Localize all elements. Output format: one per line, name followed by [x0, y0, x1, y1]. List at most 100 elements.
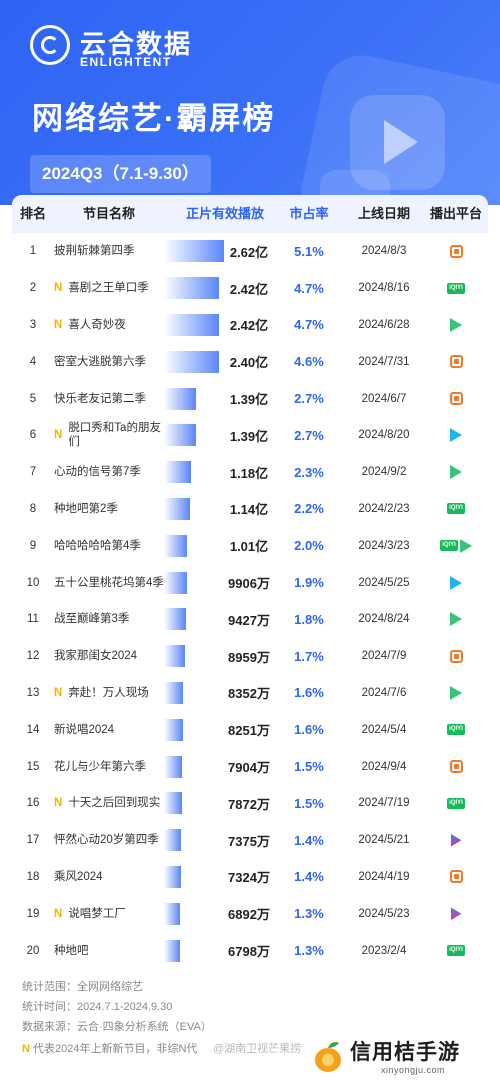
- table-row: 3 N 喜人奇妙夜 2.42亿 4.7% 2024/6/28: [12, 307, 488, 344]
- program-name: 心动的信号第7季: [54, 466, 141, 479]
- tencent-video-icon: [450, 575, 462, 590]
- table-row: 7 心动的信号第7季 1.18亿 2.3% 2024/9/2: [12, 454, 488, 491]
- views-value: 2.40亿: [229, 355, 269, 371]
- platform-cell: iQIYI: [424, 932, 488, 969]
- program-name-cell: 种地吧: [54, 932, 170, 969]
- views-bar: [164, 608, 186, 631]
- table-row: 12 我家那闺女2024 8959万 1.7% 2024/7/9: [12, 638, 488, 675]
- share-value: 1.9%: [294, 575, 324, 591]
- views-bar: [164, 240, 224, 263]
- table-row: 17 怦然心动20岁第四季 7375万 1.4% 2024/5/21: [12, 822, 488, 859]
- mango-icon: [449, 355, 463, 369]
- table-row: 10 五十公里桃花坞第4季 9906万 1.9% 2024/5/25: [12, 564, 488, 601]
- views-value: 8251万: [228, 723, 270, 739]
- program-name: 喜人奇妙夜: [68, 318, 126, 331]
- platform-cell: [424, 859, 488, 896]
- program-name: 快乐老友记第二季: [54, 392, 146, 405]
- program-name: 种地吧第2季: [54, 502, 118, 515]
- share-value: 4.7%: [294, 317, 324, 333]
- rank-cell: 18: [26, 870, 40, 883]
- col-views: 正片有效播放: [185, 206, 264, 221]
- launch-date: 2024/9/2: [361, 466, 407, 479]
- share-value: 1.5%: [294, 795, 324, 811]
- platform-cell: [424, 380, 488, 417]
- platform-cell: [424, 748, 488, 785]
- launch-date: 2024/9/4: [361, 760, 407, 773]
- platform-cell: iQIYI: [424, 785, 488, 822]
- table-row: 15 花儿与少年第六季 7904万 1.5% 2024/9/4: [12, 748, 488, 785]
- views-value: 7324万: [228, 870, 270, 886]
- rank-cell: 9: [29, 539, 37, 552]
- program-name: 哈哈哈哈哈第4季: [54, 539, 141, 552]
- platform-cell: [424, 343, 488, 380]
- program-name: 新说唱2024: [54, 723, 115, 736]
- share-value: 2.7%: [294, 391, 324, 407]
- new-mark-icon: N: [22, 1043, 30, 1055]
- table-row: 19 N 说唱梦工厂 6892万 1.3% 2024/5/23: [12, 895, 488, 932]
- rank-cell: 20: [26, 944, 40, 957]
- tencent-video-icon: [450, 612, 462, 627]
- platform-cell: [424, 601, 488, 638]
- program-name-cell: 花儿与少年第六季: [54, 748, 170, 785]
- share-value: 1.5%: [294, 759, 324, 775]
- new-badge: N: [54, 907, 63, 920]
- launch-date: 2024/5/21: [358, 834, 410, 847]
- table-header: 排名 节目名称 正片有效播放 市占率 上线日期 播出平台: [12, 195, 488, 233]
- rank-cell: 1: [29, 245, 37, 258]
- share-value: 1.8%: [294, 611, 324, 627]
- program-name: 战至巅峰第3季: [54, 613, 130, 626]
- launch-date: 2024/8/3: [361, 245, 407, 258]
- views-bar: [164, 461, 191, 484]
- views-bar: [164, 829, 181, 852]
- program-name-cell: 密室大逃脱第六季: [54, 343, 170, 380]
- iqiyi-icon: iQIYI: [447, 945, 465, 957]
- table-row: 2 N 喜剧之王单口季 2.42亿 4.7% 2024/8/16 iQIYI: [12, 270, 488, 307]
- rank-cell: 14: [26, 723, 40, 736]
- views-value: 2.42亿: [229, 281, 269, 297]
- program-name-cell: 乘风2024: [54, 859, 170, 896]
- new-badge: N: [54, 429, 63, 442]
- table-row: 13 N 奔赴！万人现场 8352万 1.6% 2024/7/6: [12, 675, 488, 712]
- launch-date: 2024/6/7: [361, 392, 407, 405]
- program-name: 花儿与少年第六季: [54, 760, 146, 773]
- program-name-cell: 哈哈哈哈哈第4季: [54, 527, 170, 564]
- footer-note-text: 代表2024年上新新节目，非综N代: [33, 1043, 198, 1055]
- rank-cell: 5: [29, 392, 37, 405]
- iqiyi-icon: iQIYI: [447, 282, 465, 294]
- header-banner: 云合数据 ENLIGHTENT 网络综艺·霸屏榜 2024Q3（7.1-9.30…: [0, 0, 500, 205]
- program-name-cell: N 奔赴！万人现场: [54, 675, 170, 712]
- views-value: 1.01亿: [229, 539, 269, 555]
- share-value: 1.6%: [294, 685, 324, 701]
- launch-date: 2024/2/23: [358, 502, 410, 515]
- views-bar: [164, 645, 185, 668]
- views-bar: [164, 424, 196, 447]
- share-value: 2.7%: [294, 427, 324, 443]
- launch-date: 2024/6/28: [358, 318, 410, 331]
- program-name-cell: 心动的信号第7季: [54, 454, 170, 491]
- views-bar: [164, 387, 196, 410]
- col-platform: 播出平台: [429, 206, 482, 221]
- table-row: 14 新说唱2024 8251万 1.6% 2024/5/4 iQIYI: [12, 711, 488, 748]
- platform-cell: iQIYI: [424, 491, 488, 528]
- views-bar: [164, 277, 219, 300]
- platform-cell: [424, 564, 488, 601]
- col-date: 上线日期: [357, 206, 410, 221]
- platform-cell: [424, 675, 488, 712]
- views-value: 8959万: [228, 649, 270, 665]
- views-value: 7375万: [228, 833, 270, 849]
- rank-cell: 11: [27, 613, 39, 626]
- share-value: 4.6%: [294, 354, 324, 370]
- table-row: 18 乘风2024 7324万 1.4% 2024/4/19: [12, 859, 488, 896]
- rank-cell: 4: [29, 355, 37, 368]
- rank-cell: 10: [26, 576, 40, 589]
- views-bar: [164, 571, 187, 594]
- views-value: 1.18亿: [229, 465, 269, 481]
- platform-cell: [424, 638, 488, 675]
- program-name: 我家那闺女2024: [54, 650, 138, 663]
- program-name: 密室大逃脱第六季: [54, 355, 146, 368]
- footer-note: N 代表2024年上新新节目，非综N代: [22, 1040, 197, 1056]
- mango-icon: [449, 392, 463, 406]
- views-value: 6798万: [228, 944, 270, 960]
- views-value: 9906万: [228, 576, 270, 592]
- launch-date: 2024/5/23: [358, 907, 410, 920]
